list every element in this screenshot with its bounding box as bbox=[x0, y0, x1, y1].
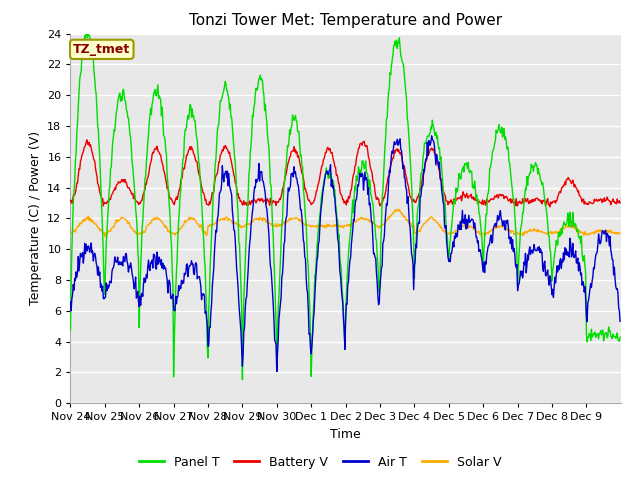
Title: Tonzi Tower Met: Temperature and Power: Tonzi Tower Met: Temperature and Power bbox=[189, 13, 502, 28]
Legend: Panel T, Battery V, Air T, Solar V: Panel T, Battery V, Air T, Solar V bbox=[134, 451, 506, 474]
Y-axis label: Temperature (C) / Power (V): Temperature (C) / Power (V) bbox=[29, 132, 42, 305]
Text: TZ_tmet: TZ_tmet bbox=[73, 43, 131, 56]
X-axis label: Time: Time bbox=[330, 428, 361, 441]
